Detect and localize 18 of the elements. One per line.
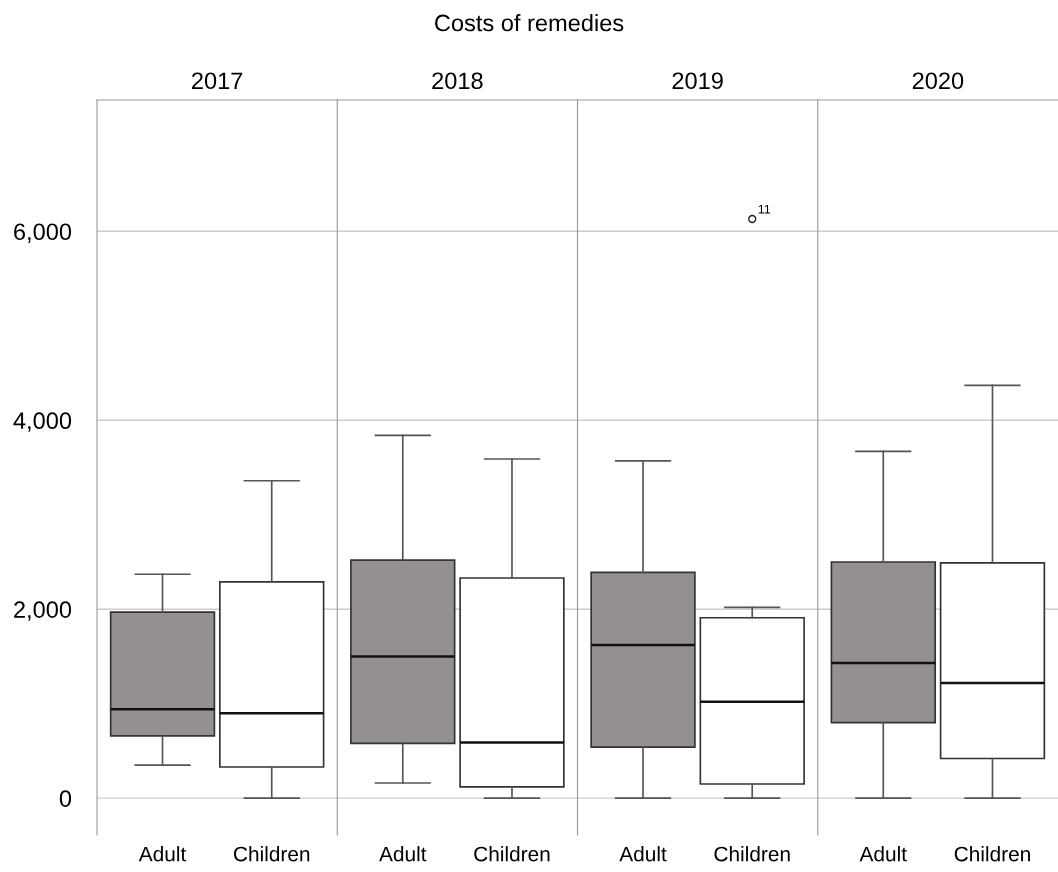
text: Costs of remedies <box>435 14 624 32</box>
y-tick-label: 2,000 <box>14 601 72 621</box>
x-tick-label: Children <box>714 846 790 862</box>
chart-title: 2018 <box>432 72 483 90</box>
x-tick-label: Adult <box>619 846 667 862</box>
chart-title: 2019 <box>672 72 723 90</box>
y-tick-label: 0 <box>59 790 72 807</box>
x-tick-label: Adult <box>138 846 187 862</box>
x-tick-label: Children <box>954 846 1030 862</box>
annotation: 11 <box>758 204 771 214</box>
chart-title: 2020 <box>912 72 964 90</box>
x-tick-label: Adult <box>859 846 907 862</box>
chart-title: 2017 <box>192 72 243 90</box>
x-tick-label: Adult <box>379 846 427 862</box>
y-tick-label: 4,000 <box>13 412 72 432</box>
x-tick-label: Children <box>233 846 310 862</box>
y-tick-label: 6,000 <box>14 223 72 243</box>
x-tick-label: Children <box>474 846 550 862</box>
